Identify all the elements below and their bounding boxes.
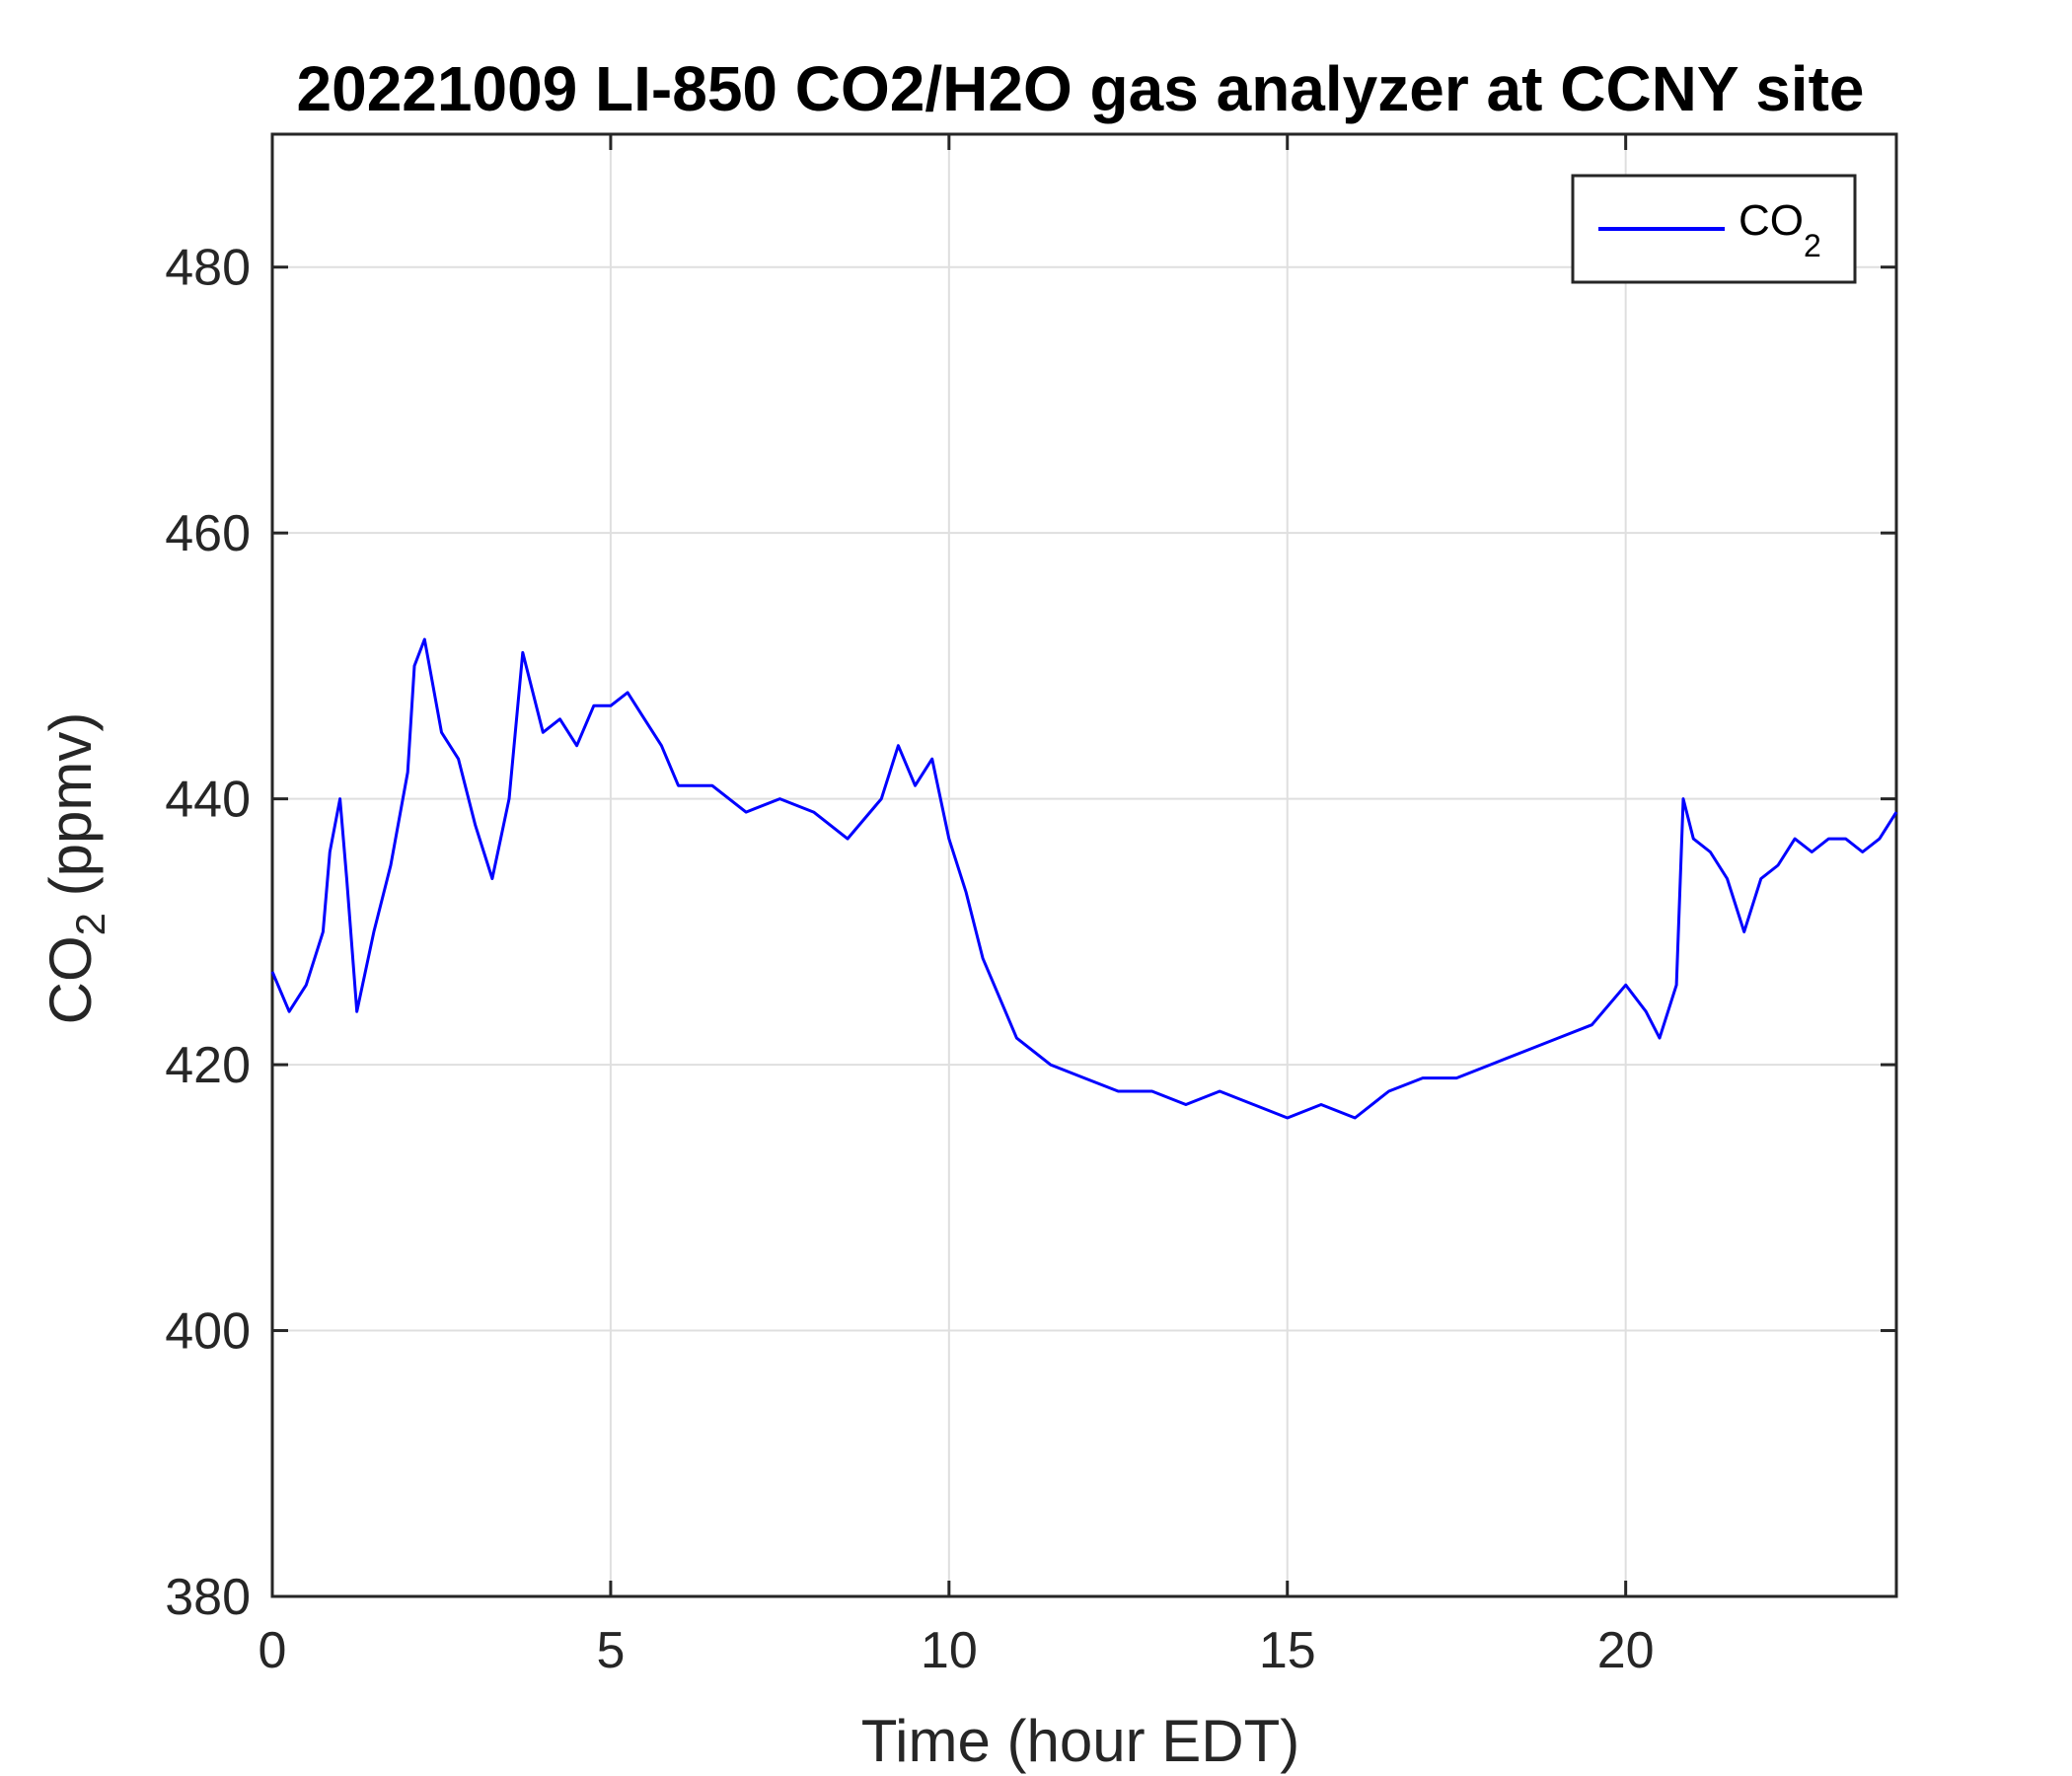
y-axis-label-subscript: 2 [67, 913, 113, 935]
x-tick-label: 0 [259, 1622, 287, 1679]
tick-labels: 0 5 10 15 20 380 400 420 440 460 480 [165, 240, 1654, 1679]
x-tick-label: 20 [1597, 1622, 1655, 1679]
chart-title: 20221009 LI-850 CO2/H2O gas analyzer at … [297, 53, 1865, 124]
legend-label-co2: CO2 [1739, 196, 1821, 263]
grid-lines [272, 134, 1896, 1596]
series-layer [270, 637, 1898, 1120]
co2-series-line [270, 637, 1898, 1120]
y-tick-label: 380 [165, 1569, 251, 1626]
plot-area [270, 132, 1898, 1598]
y-tick-label: 400 [165, 1303, 251, 1361]
x-tick-label: 15 [1259, 1622, 1316, 1679]
axis-ticks [270, 134, 1896, 1598]
x-tick-label: 5 [596, 1622, 625, 1679]
y-tick-label: 420 [165, 1037, 251, 1094]
x-tick-label: 10 [921, 1622, 978, 1679]
y-axis-label: CO2 (ppmv) [37, 712, 113, 1025]
y-tick-label: 480 [165, 240, 251, 297]
legend-label-main: CO [1739, 196, 1804, 245]
y-tick-label: 440 [165, 772, 251, 829]
legend-label-subscript: 2 [1804, 228, 1821, 263]
y-axis-label-unit: (ppmv) [37, 712, 104, 913]
x-axis-label: Time (hour EDT) [861, 1708, 1300, 1774]
legend: CO2 [1571, 174, 1857, 284]
y-axis-label-main: CO [37, 935, 104, 1024]
y-tick-label: 460 [165, 505, 251, 562]
